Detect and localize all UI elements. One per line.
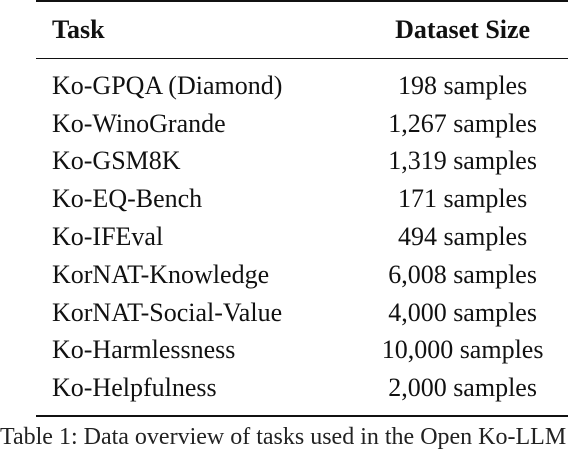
table-row: Ko-Harmlessness 10,000 samples (36, 332, 568, 370)
size-cell: 171 samples (397, 184, 528, 214)
header-task: Task (52, 15, 105, 44)
task-cell: Ko-Harmlessness (52, 335, 236, 365)
task-cell: Ko-GPQA (Diamond) (52, 70, 283, 100)
size-cell: 1,319 samples (388, 146, 537, 176)
size-cell: 198 samples (397, 70, 528, 100)
table-row: Ko-WinoGrande 1,267 samples (36, 105, 568, 143)
size-cell: 4,000 samples (388, 297, 537, 327)
table-row: KorNAT-Knowledge 6,008 samples (36, 256, 568, 294)
table-row: Ko-Helpfulness 2,000 samples (36, 369, 568, 417)
task-cell: KorNAT-Knowledge (52, 259, 270, 289)
table-row: Ko-GPQA (Diamond) 198 samples (36, 58, 568, 105)
dataset-table-container: Task Dataset Size Ko-GPQA (Diamond) 198 … (36, 0, 568, 417)
table-header-row: Task Dataset Size (36, 1, 568, 59)
size-cell: 2,000 samples (388, 373, 537, 403)
task-cell: Ko-IFEval (52, 222, 164, 252)
task-cell: Ko-GSM8K (52, 146, 181, 176)
table-row: Ko-GSM8K 1,319 samples (36, 143, 568, 181)
task-cell: Ko-WinoGrande (52, 108, 226, 138)
size-cell: 6,008 samples (388, 259, 537, 289)
header-dataset-size: Dataset Size (395, 15, 531, 44)
task-cell: KorNAT-Social-Value (52, 297, 283, 327)
task-cell: Ko-EQ-Bench (52, 184, 203, 214)
size-cell: 494 samples (397, 222, 528, 252)
table-row: KorNAT-Social-Value 4,000 samples (36, 294, 568, 332)
table-row: Ko-IFEval 494 samples (36, 218, 568, 256)
task-cell: Ko-Helpfulness (52, 373, 217, 403)
size-cell: 10,000 samples (381, 335, 544, 365)
dataset-size-table: Task Dataset Size Ko-GPQA (Diamond) 198 … (36, 0, 568, 417)
size-cell: 1,267 samples (388, 108, 537, 138)
table-caption: Table 1: Data overview of tasks used in … (0, 424, 567, 450)
table-row: Ko-EQ-Bench 171 samples (36, 180, 568, 218)
